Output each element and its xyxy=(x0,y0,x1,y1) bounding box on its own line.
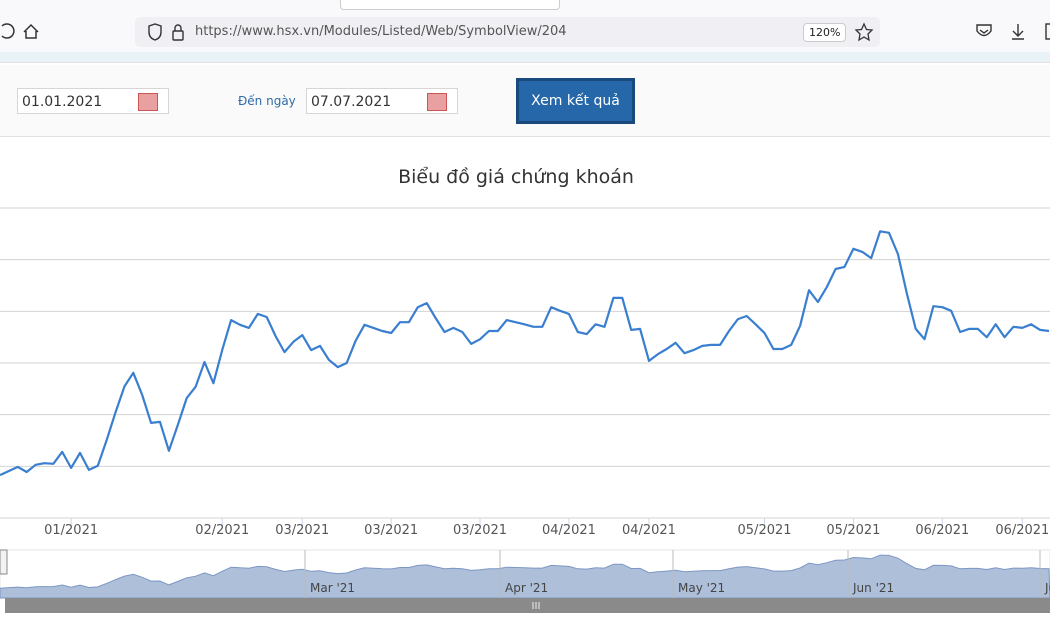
url-bar[interactable]: https://www.hsx.vn/Modules/Listed/Web/Sy… xyxy=(135,17,880,47)
calendar-icon[interactable] xyxy=(138,93,158,111)
x-tick-label: 05/2021 xyxy=(738,523,792,538)
x-tick-label: 06/2021 xyxy=(995,523,1049,538)
x-tick-label: 02/2021 xyxy=(195,523,249,538)
navigator-label: Jun '21 xyxy=(852,581,894,595)
to-date: 07.07.2021 xyxy=(311,94,392,110)
to-label: Đến ngày xyxy=(238,94,296,108)
navigator-label: Ju xyxy=(1044,581,1050,595)
download-icon[interactable] xyxy=(1012,24,1024,40)
submit-button[interactable]: Xem kết quả xyxy=(516,78,635,124)
x-tick-label: 03/2021 xyxy=(364,523,418,538)
pocket-icon[interactable] xyxy=(976,24,992,37)
navigator-area xyxy=(0,554,1050,599)
tab[interactable] xyxy=(340,0,560,10)
x-tick-label: 04/2021 xyxy=(542,523,596,538)
library-icon[interactable] xyxy=(1045,23,1050,40)
navigator-handle[interactable] xyxy=(0,549,8,575)
security-icons xyxy=(148,23,184,41)
from-date: 01.01.2021 xyxy=(22,94,103,110)
calendar-icon[interactable] xyxy=(427,93,447,111)
nav-icons xyxy=(1,23,39,39)
navigator-label: May '21 xyxy=(678,581,725,595)
x-tick-label: 03/2021 xyxy=(453,523,507,538)
x-tick-label: 06/2021 xyxy=(915,523,969,538)
toolbar-icons xyxy=(976,23,1050,40)
zoom-level[interactable]: 120% xyxy=(803,23,847,42)
x-tick-label: 05/2021 xyxy=(826,523,880,538)
bookmark-icon[interactable] xyxy=(854,22,874,42)
chart: Biểu đồ giá chứng khoán 01/2021 02/2021 03… xyxy=(0,166,1050,613)
x-tick-label: 03/2021 xyxy=(275,523,329,538)
price-line xyxy=(0,230,1050,477)
navigator-label: Mar '21 xyxy=(310,581,355,595)
date-form: 01.01.2021 Đến ngày 07.07.2021 Xem kết q… xyxy=(0,65,1050,137)
navigator-label: Apr '21 xyxy=(505,581,548,595)
to-date-input[interactable]: 07.07.2021 xyxy=(306,88,458,114)
chart-title: Biểu đồ giá chứng khoán xyxy=(398,166,634,188)
x-tick-label: 01/2021 xyxy=(44,523,98,538)
url-text: https://www.hsx.vn/Modules/Listed/Web/Sy… xyxy=(195,24,567,39)
page-strip xyxy=(0,52,1050,62)
scrollbar[interactable] xyxy=(5,598,1050,613)
reload-icon[interactable] xyxy=(1,23,15,39)
from-date-input[interactable]: 01.01.2021 xyxy=(17,88,169,114)
x-tick-label: 04/2021 xyxy=(622,523,676,538)
home-icon[interactable] xyxy=(23,23,39,39)
